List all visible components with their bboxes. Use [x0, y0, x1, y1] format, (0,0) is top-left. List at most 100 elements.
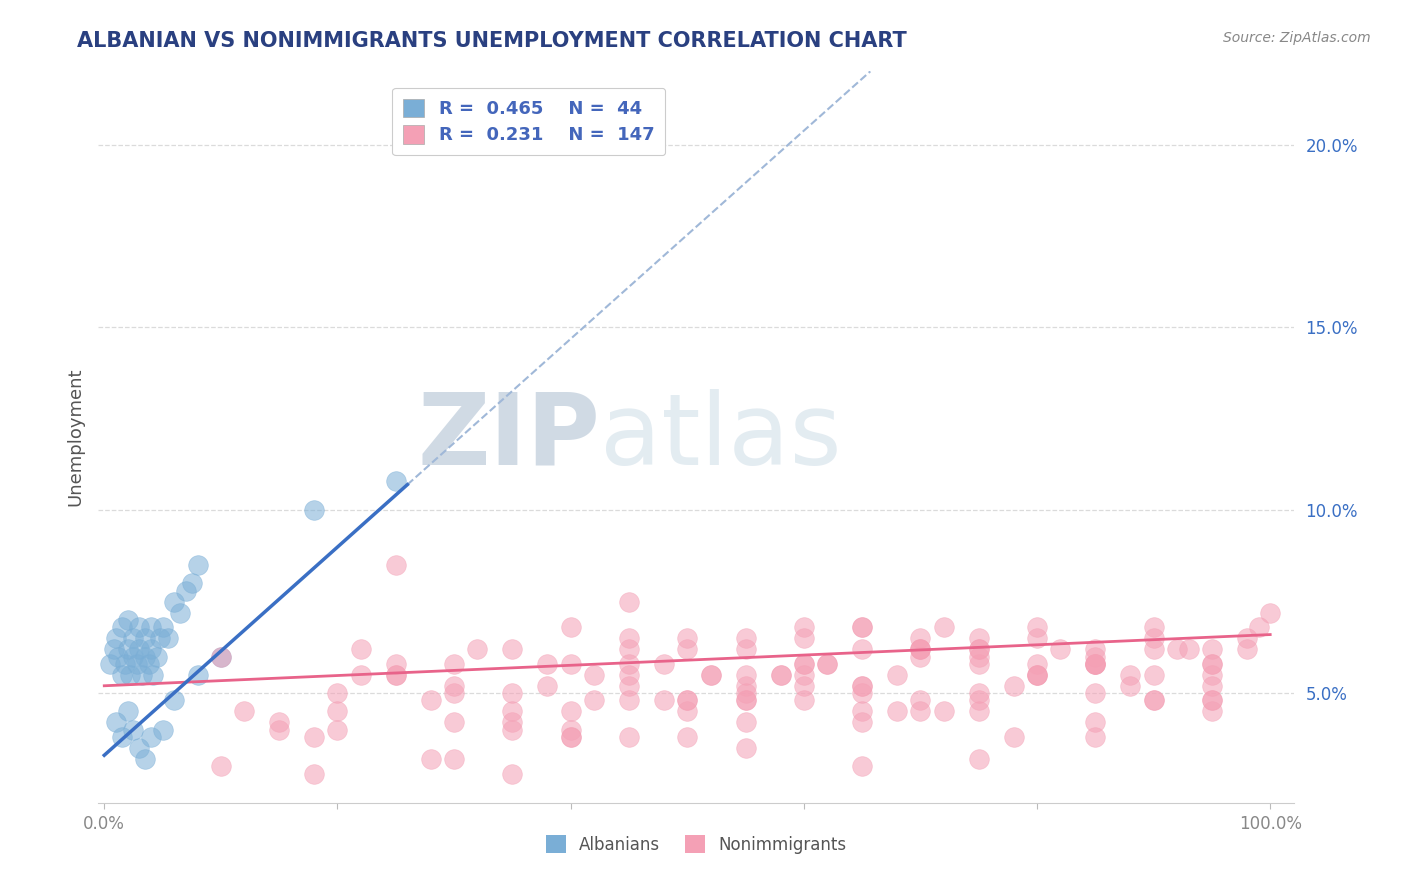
Point — [157, 632, 180, 646]
Point — [1236, 642, 1258, 657]
Point — [1084, 657, 1107, 671]
Point — [1084, 642, 1107, 657]
Point — [326, 705, 349, 719]
Point — [104, 632, 127, 646]
Point — [149, 632, 172, 646]
Point — [139, 620, 162, 634]
Point — [122, 632, 145, 646]
Point — [851, 679, 873, 693]
Point — [851, 620, 873, 634]
Point — [269, 715, 291, 730]
Point — [501, 723, 523, 737]
Point — [1236, 632, 1258, 646]
Point — [734, 686, 756, 700]
Point — [107, 649, 129, 664]
Point — [815, 657, 838, 671]
Point — [326, 723, 349, 737]
Point — [142, 667, 165, 681]
Point — [617, 667, 640, 681]
Point — [734, 667, 756, 681]
Point — [169, 606, 191, 620]
Point — [1201, 705, 1223, 719]
Point — [793, 679, 815, 693]
Point — [910, 642, 932, 657]
Point — [1084, 657, 1107, 671]
Point — [734, 679, 756, 693]
Text: atlas: atlas — [600, 389, 842, 485]
Point — [1201, 693, 1223, 707]
Point — [793, 632, 815, 646]
Point — [676, 693, 699, 707]
Point — [617, 642, 640, 657]
Point — [443, 657, 465, 671]
Point — [617, 657, 640, 671]
Point — [134, 752, 156, 766]
Point — [1247, 620, 1270, 634]
Point — [152, 723, 174, 737]
Point — [384, 667, 406, 681]
Point — [350, 667, 373, 681]
Point — [886, 667, 908, 681]
Point — [350, 642, 373, 657]
Point — [134, 649, 156, 664]
Point — [138, 657, 160, 671]
Point — [384, 474, 406, 488]
Point — [98, 657, 121, 671]
Point — [1142, 693, 1164, 707]
Point — [910, 642, 932, 657]
Point — [967, 657, 990, 671]
Point — [967, 752, 990, 766]
Point — [967, 693, 990, 707]
Point — [536, 657, 558, 671]
Point — [676, 705, 699, 719]
Point — [1201, 667, 1223, 681]
Point — [117, 613, 139, 627]
Point — [145, 649, 167, 664]
Point — [793, 657, 815, 671]
Point — [269, 723, 291, 737]
Point — [1201, 657, 1223, 671]
Point — [1002, 679, 1025, 693]
Point — [851, 642, 873, 657]
Point — [676, 632, 699, 646]
Point — [1049, 642, 1071, 657]
Point — [652, 657, 675, 671]
Point — [1119, 679, 1142, 693]
Point — [186, 667, 208, 681]
Point — [617, 594, 640, 608]
Point — [233, 705, 256, 719]
Point — [302, 730, 325, 744]
Point — [967, 686, 990, 700]
Point — [932, 705, 955, 719]
Point — [163, 594, 186, 608]
Point — [793, 657, 815, 671]
Point — [1258, 606, 1281, 620]
Point — [1084, 686, 1107, 700]
Point — [117, 642, 139, 657]
Point — [967, 642, 990, 657]
Text: Source: ZipAtlas.com: Source: ZipAtlas.com — [1223, 31, 1371, 45]
Y-axis label: Unemployment: Unemployment — [66, 368, 84, 507]
Point — [384, 657, 406, 671]
Point — [501, 705, 523, 719]
Point — [851, 679, 873, 693]
Point — [1084, 657, 1107, 671]
Point — [186, 558, 208, 573]
Point — [1084, 715, 1107, 730]
Point — [769, 667, 792, 681]
Point — [501, 715, 523, 730]
Point — [1177, 642, 1199, 657]
Point — [851, 686, 873, 700]
Point — [104, 715, 127, 730]
Point — [111, 620, 134, 634]
Point — [384, 667, 406, 681]
Point — [793, 667, 815, 681]
Point — [617, 679, 640, 693]
Point — [443, 686, 465, 700]
Point — [103, 642, 125, 657]
Point — [676, 730, 699, 744]
Point — [617, 730, 640, 744]
Point — [910, 705, 932, 719]
Legend: Albanians, Nonimmigrants: Albanians, Nonimmigrants — [538, 829, 853, 860]
Point — [152, 620, 174, 634]
